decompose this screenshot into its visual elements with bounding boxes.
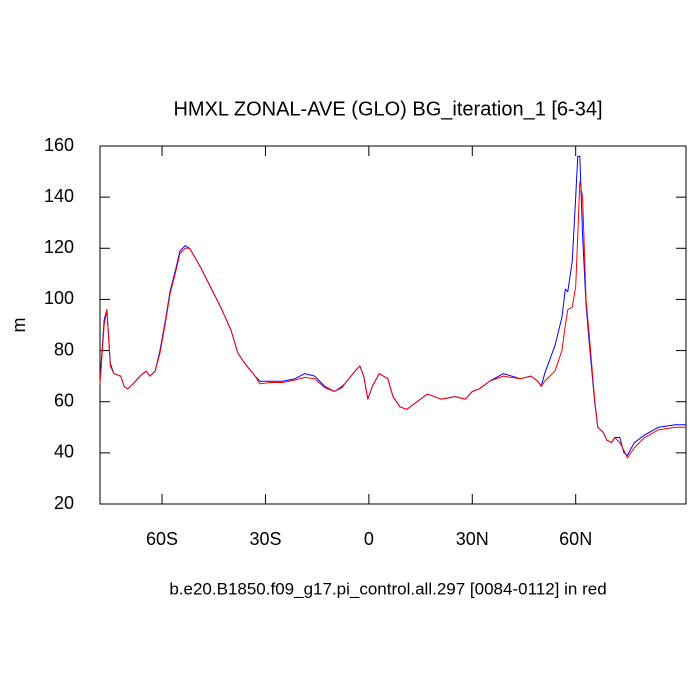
series-line	[99, 181, 686, 459]
x-tick-label: 0	[364, 529, 374, 549]
series-line	[99, 155, 686, 456]
chart-title: HMXL ZONAL-AVE (GLO) BG_iteration_1 [6-3…	[173, 98, 602, 120]
y-tick-label: 20	[54, 493, 74, 513]
plot-frame	[99, 145, 687, 505]
y-tick-label: 40	[54, 442, 74, 462]
x-tick-label: 60S	[146, 529, 178, 549]
x-tick-label: 30N	[456, 529, 489, 549]
y-tick-label: 60	[54, 390, 74, 410]
x-tick-label: 30S	[249, 529, 281, 549]
x-tick-label: 60N	[559, 529, 592, 549]
y-tick-label: 100	[44, 288, 74, 308]
y-tick-label: 140	[44, 186, 74, 206]
y-tick-label: 80	[54, 339, 74, 359]
y-tick-label: 160	[44, 135, 74, 155]
x-axis-label: b.e20.B1850.f09_g17.pi_control.all.297 […	[169, 579, 606, 598]
y-axis-label: m	[9, 318, 29, 333]
y-tick-label: 120	[44, 237, 74, 257]
